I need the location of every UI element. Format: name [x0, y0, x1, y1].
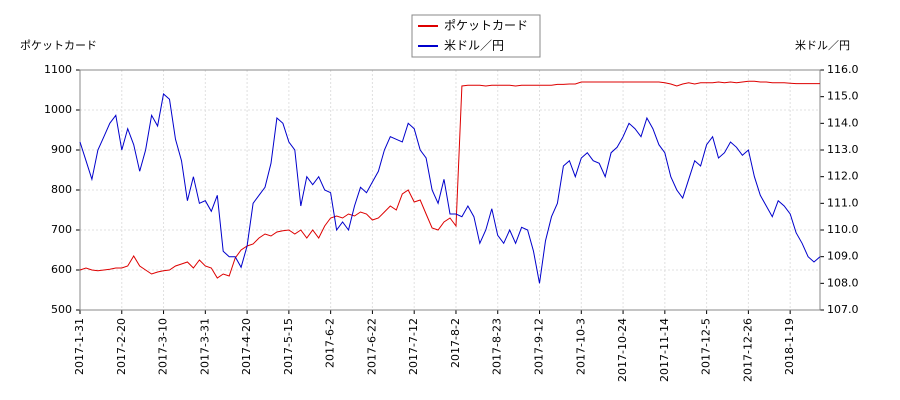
x-tick-label: 2017-6-22 [365, 318, 378, 375]
y-tick-label: 500 [51, 303, 72, 316]
x-tick-label: 2017-3-10 [157, 318, 170, 375]
x-tick-label: 2017-12-26 [741, 318, 754, 382]
x-tick-label: 2017-8-23 [491, 318, 504, 375]
y-tick-label: 800 [51, 183, 72, 196]
x-tick-label: 2017-1-31 [73, 318, 86, 375]
plot-frame [79, 69, 821, 311]
y-tick-label: 600 [51, 263, 72, 276]
y2-tick-label: 108.0 [827, 276, 859, 289]
x-tick-label: 2017-11-14 [658, 318, 671, 382]
x-tick-label: 2017-8-2 [449, 318, 462, 368]
y2-tick-label: 114.0 [827, 116, 859, 129]
data-line [79, 80, 820, 279]
x-tick-label: 2017-12-5 [700, 318, 713, 375]
legend-box [411, 14, 541, 58]
y-tick-label: 900 [51, 143, 72, 156]
x-tick-label: 2017-4-20 [240, 318, 253, 375]
y2-axis-title: 米ドル／円 [795, 39, 850, 52]
x-tick-label: 2017-10-24 [616, 318, 629, 382]
y2-tick-label: 111.0 [827, 196, 859, 209]
x-tick-label: 2017-6-2 [324, 318, 337, 368]
y-tick-label: 1000 [44, 103, 72, 116]
data-line [79, 93, 821, 284]
y2-tick-label: 110.0 [827, 223, 859, 236]
y2-tick-label: 107.0 [827, 303, 859, 316]
x-tick-label: 2017-7-12 [407, 318, 420, 375]
y2-tick-label: 113.0 [827, 143, 859, 156]
legend-label: ポケットカード [444, 19, 528, 33]
y-tick-label: 700 [51, 223, 72, 236]
x-tick-label: 2017-3-31 [198, 318, 211, 375]
x-tick-label: 2017-5-15 [282, 318, 295, 375]
y-tick-label: 1100 [44, 63, 72, 76]
x-tick-label: 2018-1-19 [783, 318, 796, 375]
legend-label: 米ドル／円 [444, 39, 504, 53]
y2-tick-label: 116.0 [827, 63, 859, 76]
y2-tick-label: 112.0 [827, 170, 859, 183]
y2-tick-label: 115.0 [827, 90, 859, 103]
x-tick-label: 2017-2-20 [115, 318, 128, 375]
x-tick-label: 2017-10-3 [574, 318, 587, 375]
x-tick-label: 2017-9-12 [533, 318, 546, 375]
y-axis-title: ポケットカード [20, 39, 97, 52]
y2-tick-label: 109.0 [827, 250, 859, 263]
